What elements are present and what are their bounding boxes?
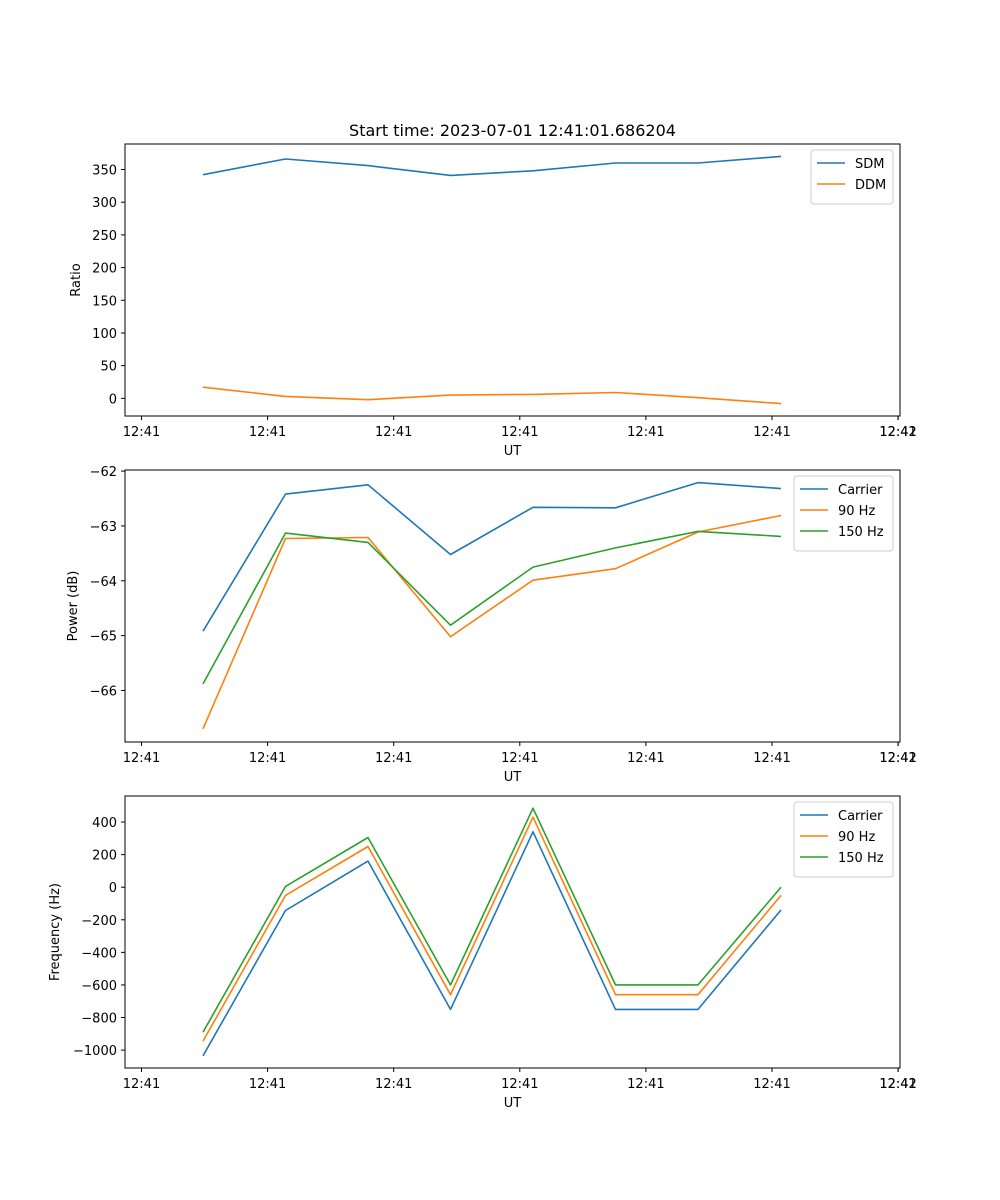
plot-area-frame [124,795,901,1069]
x-tick-label: 12:41 [627,1077,664,1092]
x-tick-label: 12:41 [879,1077,916,1092]
plot-area-frame [124,143,901,417]
x-tick-label: 12:41 [123,751,160,766]
y-tick-label: 400 [92,816,117,831]
y-tick-label: −600 [81,979,117,994]
series-line-150-hz [202,807,782,1033]
x-tick-label: 12:41 [879,425,916,440]
y-tick-label: −1000 [73,1044,117,1059]
y-tick-label: 200 [92,849,117,864]
x-axis-label: UT [504,1096,522,1111]
y-tick-label: −64 [90,575,117,590]
series-line-90-hz [202,816,782,1042]
legend-label: SDM [855,157,884,172]
y-tick-label: 150 [92,294,117,309]
legend-label: 150 Hz [838,525,884,540]
y-tick-label: 100 [92,327,117,342]
legend-label: Carrier [838,809,883,824]
x-tick-label: 12:41 [753,425,790,440]
x-tick-label: 12:41 [249,1077,286,1092]
y-tick-label: −400 [81,946,117,961]
y-tick-label: −62 [90,465,117,480]
y-tick-label: 0 [109,392,117,407]
x-tick-label: 12:41 [249,751,286,766]
x-tick-label: 12:42 [879,751,916,766]
x-tick-label: 12:41 [123,425,160,440]
legend-box [793,801,894,878]
y-axis-label: Power (dB) [66,571,81,642]
y-tick-label: −63 [90,520,117,535]
legend-label: 90 Hz [838,504,875,519]
legend: Carrier 90 Hz 150 Hz [793,475,894,552]
x-tick-label: 12:41 [249,425,286,440]
y-axis-label: Ratio [69,263,84,296]
series-line-carrier [202,830,782,1057]
legend: SDM DDM [810,149,894,205]
legend-label: 90 Hz [838,830,875,845]
legend-box [793,475,894,552]
y-tick-label: 300 [92,196,117,211]
x-tick-label: 12:41 [753,1077,790,1092]
x-tick-label: 12:41 [627,425,664,440]
x-tick-label: 12:41 [501,425,538,440]
legend: Carrier 90 Hz 150 Hz [793,801,894,878]
x-tick-label: 12:41 [375,1077,412,1092]
plot-area-frame [124,469,901,743]
x-axis-label: UT [504,444,522,459]
y-tick-label: 50 [100,360,117,375]
y-tick-label: 200 [92,262,117,277]
y-tick-label: −800 [81,1012,117,1027]
y-tick-label: 350 [92,164,117,179]
y-tick-label: 0 [109,881,117,896]
x-axis-label: UT [504,770,522,785]
y-tick-label: 250 [92,229,117,244]
series-line-ddm [202,386,782,405]
chart-panel-2: 12:41 12:41 12:41 12:41 12:41 12:41 12:4112:42… [66,465,917,785]
y-tick-label: −66 [90,684,117,699]
x-tick-label: 12:42 [879,1077,916,1092]
legend-label: 150 Hz [838,851,884,866]
x-tick-label: 12:41 [375,425,412,440]
y-tick-label: −200 [81,914,117,929]
series-line-sdm [202,155,782,177]
chart-panel-3: 12:41 12:41 12:41 12:41 12:41 12:41 12:4112:42… [48,795,917,1111]
x-tick-label: 12:41 [123,1077,160,1092]
x-tick-label: 12:41 [501,751,538,766]
chart-title: Start time: 2023-07-01 12:41:01.686204 [349,121,676,140]
x-tick-label: 12:41 [501,1077,538,1092]
x-tick-label: 12:41 [375,751,412,766]
y-axis-label: Frequency (Hz) [48,883,63,981]
x-tick-label: 12:41 [753,751,790,766]
y-tick-label: −65 [90,630,117,645]
series-line-carrier [202,481,782,632]
legend-label: Carrier [838,483,883,498]
series-line-90-hz [202,514,782,730]
x-tick-label: 12:41 [627,751,664,766]
legend-label: DDM [855,178,886,193]
x-tick-label: 12:41 [879,751,916,766]
chart-panel-1: Start time: 2023-07-01 12:41:01.686204 12… [69,121,917,459]
series-line-150-hz [202,530,782,685]
x-tick-label: 12:42 [879,425,916,440]
